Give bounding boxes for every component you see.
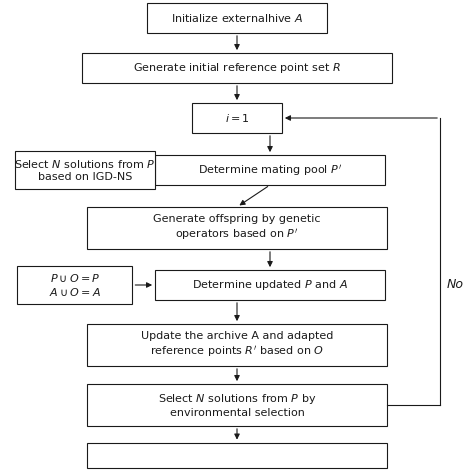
FancyBboxPatch shape [18,266,133,304]
FancyBboxPatch shape [87,207,387,249]
FancyBboxPatch shape [82,53,392,83]
FancyBboxPatch shape [87,443,387,467]
FancyBboxPatch shape [192,103,282,133]
Text: Select $N$ solutions from $P$
based on IGD-NS: Select $N$ solutions from $P$ based on I… [14,158,156,182]
FancyBboxPatch shape [15,151,155,189]
FancyBboxPatch shape [155,270,385,300]
Text: Generate initial reference point set $R$: Generate initial reference point set $R$ [133,61,341,75]
FancyBboxPatch shape [147,3,327,33]
Text: Select $N$ solutions from $P$ by
environmental selection: Select $N$ solutions from $P$ by environ… [158,392,316,418]
Text: $i = 1$: $i = 1$ [225,112,249,124]
FancyBboxPatch shape [155,155,385,185]
FancyBboxPatch shape [87,384,387,426]
Text: $P \cup O = P$
$A \cup O = A$: $P \cup O = P$ $A \cup O = A$ [49,272,101,298]
Text: Generate offspring by genetic
operators based on $P'$: Generate offspring by genetic operators … [153,214,321,242]
Text: Update the archive A and adapted
reference points $R'$ based on $O$: Update the archive A and adapted referen… [141,331,333,358]
Text: Initialize externalhive $A$: Initialize externalhive $A$ [171,12,303,24]
Text: Determine updated $P$ and $A$: Determine updated $P$ and $A$ [192,278,348,292]
Text: Determine mating pool $P'$: Determine mating pool $P'$ [198,163,342,177]
FancyBboxPatch shape [87,324,387,366]
Text: No: No [447,279,464,292]
